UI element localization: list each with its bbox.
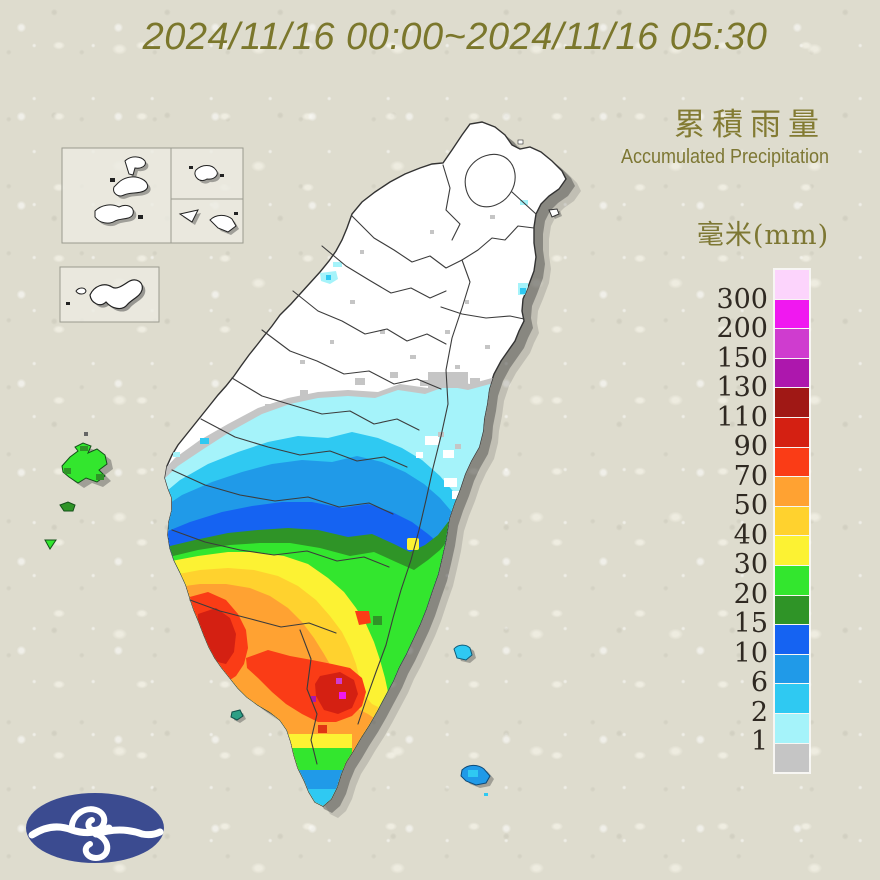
matsu-inset-panel xyxy=(61,147,244,244)
legend-cell xyxy=(775,536,809,565)
legend-cell xyxy=(775,565,809,595)
central-weather-administration-logo xyxy=(26,793,164,863)
legend-cell xyxy=(775,713,809,743)
green-island xyxy=(453,644,473,661)
legend-cell xyxy=(775,743,809,773)
logo-cloud-swirl-icon xyxy=(28,806,164,862)
legend-cell xyxy=(775,684,809,713)
xiaoliuqiu-island xyxy=(230,709,244,721)
legend-title-zh: 累積雨量 xyxy=(674,107,826,143)
legend-unit-label: 毫米(mm) xyxy=(696,220,830,251)
kinmen-island xyxy=(66,279,146,312)
legend-cell xyxy=(775,270,809,299)
legend-cell xyxy=(775,299,809,329)
offshore-islets xyxy=(230,139,562,796)
wuqiu-islands xyxy=(178,209,239,235)
legend-cell xyxy=(775,417,809,447)
legend-title-en: Accumulated Precipitation xyxy=(620,146,830,168)
legend-cell xyxy=(775,595,809,625)
legend-cell xyxy=(775,358,809,388)
dry-pockets xyxy=(416,436,463,499)
dongyin-islands xyxy=(189,165,224,184)
legend-cell xyxy=(775,654,809,684)
legend-cell xyxy=(775,506,809,536)
legend-cell xyxy=(775,625,809,654)
penghu-islands xyxy=(44,432,113,550)
legend-cell xyxy=(775,477,809,506)
matsu-islands xyxy=(94,156,151,227)
legend-cell xyxy=(775,329,809,358)
county-borders xyxy=(171,153,537,765)
keelung-islet xyxy=(548,208,560,218)
kinmen-inset-panel xyxy=(59,266,160,323)
legend-cell xyxy=(775,388,809,417)
legend-bar xyxy=(773,268,811,774)
page-title: 2024/11/16 00:00~2024/11/16 05:30 xyxy=(142,16,768,58)
legend-cell xyxy=(775,447,809,477)
